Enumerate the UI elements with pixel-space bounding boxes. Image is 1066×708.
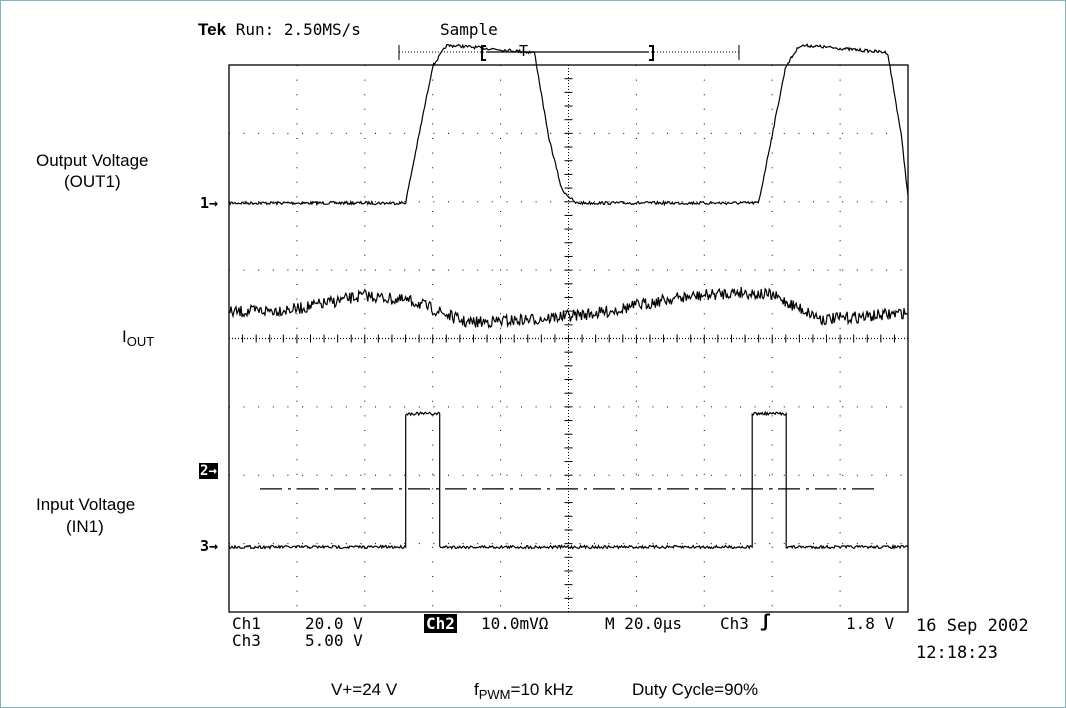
channel-1-marker: 1→: [200, 194, 219, 212]
iout-main: I: [122, 327, 127, 346]
fpwm-main: f: [474, 680, 479, 699]
acq-mode-label: Sample: [440, 20, 498, 39]
capture-time: 12:18:23: [916, 643, 998, 663]
run-rate-label: Run: 2.50MS/s: [235, 20, 361, 39]
trace-input-voltage: [228, 410, 909, 550]
iout-label: IOUT: [122, 327, 155, 349]
ch3-label: Ch3: [232, 631, 261, 650]
fpwm-value: =10 kHz: [510, 680, 574, 699]
trigger-marker: T: [519, 42, 529, 60]
trace-output-voltage: [228, 43, 909, 207]
trigger-level: 1.8 V: [846, 614, 895, 633]
channel-3-marker: 3→: [200, 537, 219, 555]
ch2-label: Ch2: [424, 614, 457, 633]
trace-iout: [228, 287, 909, 330]
view-bracket-right: [649, 45, 654, 61]
fpwm-subscript: PWM: [478, 687, 511, 702]
output-channel-label: (OUT1): [64, 172, 121, 191]
ch2-scale: 10.0mVΩ: [481, 614, 549, 633]
trigger-slope-icon: ʃ: [760, 611, 771, 632]
ch1-label: Ch1: [232, 614, 261, 633]
scope-header: Tek Run: 2.50MS/s: [198, 20, 361, 40]
ch3-scale: 5.00 V: [305, 631, 363, 650]
timebase-readout: M 20.0µs: [605, 614, 683, 633]
capture-date: 16 Sep 2002: [916, 616, 1029, 636]
brand-label: Tek: [198, 20, 227, 39]
trigger-source: Ch3: [720, 614, 749, 633]
view-bracket-left: [481, 45, 486, 61]
output-voltage-label: Output Voltage: [36, 151, 149, 170]
pwm-frequency-caption: fPWM=10 kHz: [474, 680, 574, 702]
iout-subscript: OUT: [126, 334, 155, 349]
input-voltage-label: Input Voltage: [36, 495, 136, 514]
input-channel-label: (IN1): [66, 517, 104, 536]
ch1-scale: 20.0 V: [305, 614, 363, 633]
duty-cycle-caption: Duty Cycle=90%: [632, 680, 759, 699]
channel-2-marker: 2→: [199, 463, 218, 479]
supply-voltage-caption: V+=24 V: [331, 680, 398, 699]
